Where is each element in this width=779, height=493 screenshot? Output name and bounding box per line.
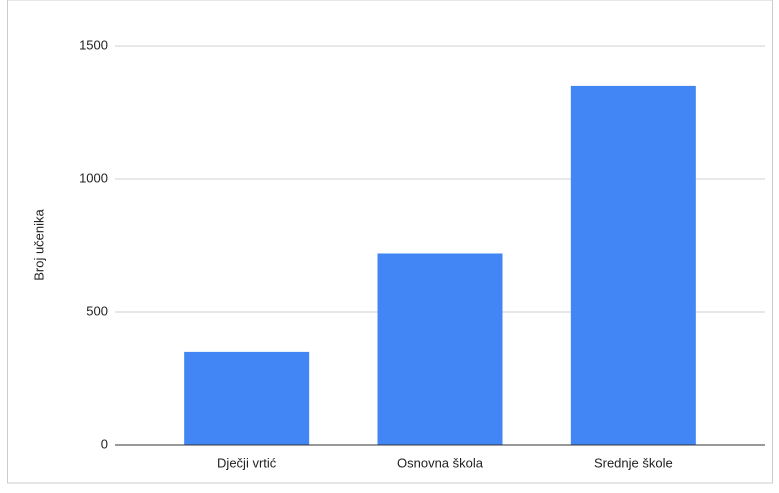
bar: [570, 85, 696, 446]
y-tick-label: 500: [86, 303, 108, 318]
y-tick-label: 1500: [79, 37, 108, 52]
bar: [377, 253, 503, 445]
y-axis-title: Broj učenika: [31, 208, 46, 280]
bar: [184, 351, 310, 445]
y-tick-label: 1000: [79, 170, 108, 185]
y-tick-label: 0: [101, 436, 108, 451]
x-tick-label: Osnovna škola: [397, 455, 484, 470]
x-tick-label: Srednje škole: [594, 455, 673, 470]
x-tick-label: Dječji vrtić: [217, 455, 277, 470]
